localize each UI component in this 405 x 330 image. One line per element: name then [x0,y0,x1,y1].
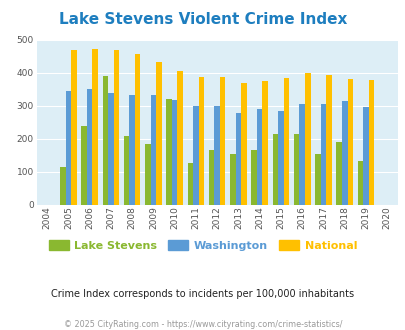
Bar [71,50,77,205]
Bar [272,134,277,205]
Bar [92,49,98,205]
Bar [214,106,220,205]
Bar [299,104,304,205]
Bar [357,161,362,205]
Bar [235,113,241,205]
Bar [87,89,92,205]
Bar [113,50,119,205]
Bar [320,104,326,205]
Bar [66,91,71,205]
Bar [193,106,198,205]
Bar [166,99,171,205]
Bar [241,83,246,205]
Bar [283,78,288,205]
Bar [102,76,108,205]
Bar [262,81,267,205]
Bar [341,101,347,205]
Legend: Lake Stevens, Washington, National: Lake Stevens, Washington, National [44,236,361,255]
Bar [256,109,262,205]
Text: Lake Stevens Violent Crime Index: Lake Stevens Violent Crime Index [59,12,346,26]
Bar [134,54,140,205]
Bar [277,111,283,205]
Bar [362,107,368,205]
Bar [368,80,373,205]
Bar [145,144,150,205]
Bar [198,77,204,205]
Text: Crime Index corresponds to incidents per 100,000 inhabitants: Crime Index corresponds to incidents per… [51,289,354,299]
Bar [209,150,214,205]
Bar [150,95,156,205]
Bar [171,100,177,205]
Bar [108,93,113,205]
Bar [156,62,161,205]
Bar [81,126,87,205]
Bar [129,95,134,205]
Bar [177,71,183,205]
Bar [124,136,129,205]
Bar [293,134,299,205]
Bar [60,167,66,205]
Bar [336,142,341,205]
Bar [187,163,193,205]
Bar [230,154,235,205]
Bar [304,73,310,205]
Bar [347,79,352,205]
Bar [326,75,331,205]
Bar [314,154,320,205]
Text: © 2025 CityRating.com - https://www.cityrating.com/crime-statistics/: © 2025 CityRating.com - https://www.city… [64,320,341,329]
Bar [251,150,256,205]
Bar [220,77,225,205]
